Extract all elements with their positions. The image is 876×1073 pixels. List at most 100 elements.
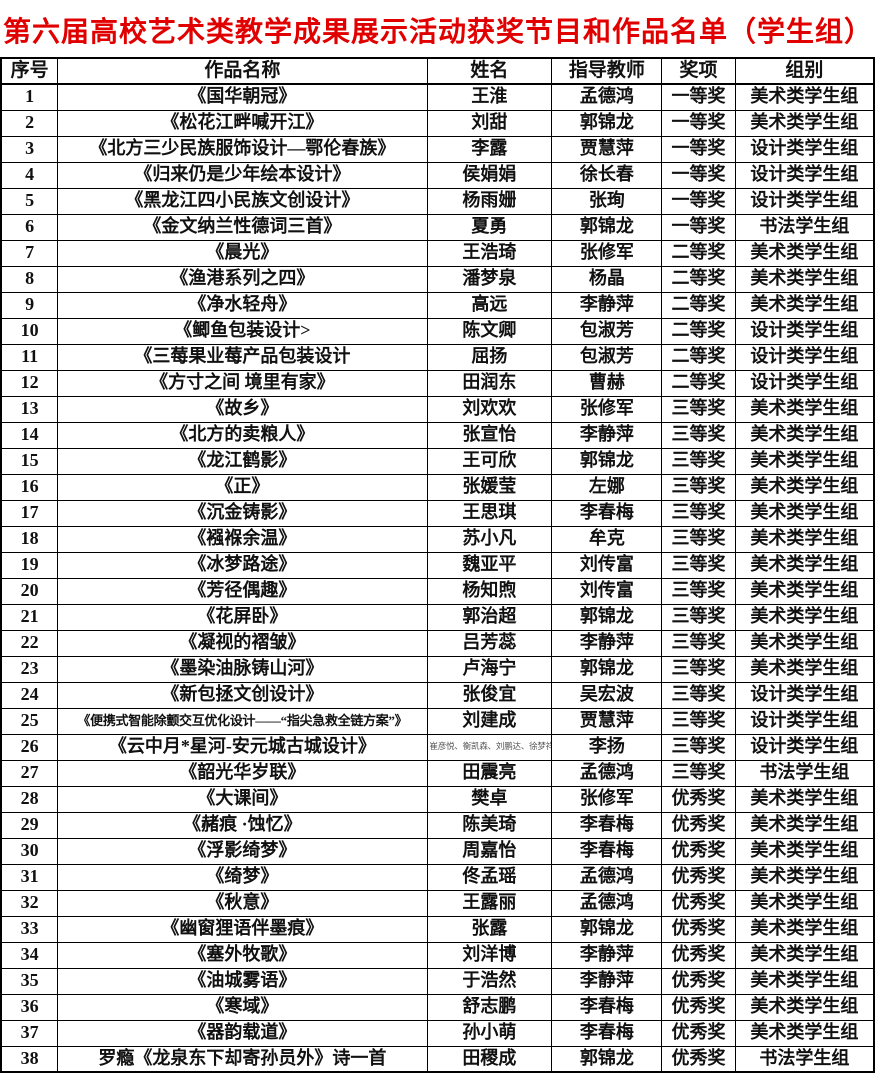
cell-teacher: 孟德鸿 <box>551 889 663 917</box>
cell-no: 9 <box>0 291 59 319</box>
cell-group: 美术类学生组 <box>734 811 875 839</box>
cell-name: 舒志鹏 <box>426 993 553 1021</box>
cell-award: 一等奖 <box>661 187 736 215</box>
cell-group: 美术类学生组 <box>734 291 875 319</box>
cell-award: 一等奖 <box>661 135 736 163</box>
cell-work: 《便携式智能除颤交互优化设计——“指尖急救全链方案”》 <box>57 707 428 735</box>
cell-group: 美术类学生组 <box>734 239 875 267</box>
table-row: 29 《赭痕 ·蚀忆》 陈美琦 李春梅 优秀奖 美术类学生组 <box>0 811 875 839</box>
cell-work: 《寒域》 <box>57 993 428 1021</box>
cell-award: 三等奖 <box>661 395 736 423</box>
cell-work: 《韶光华岁联》 <box>57 759 428 787</box>
cell-teacher: 李静萍 <box>551 421 663 449</box>
cell-no: 31 <box>0 863 59 891</box>
table-row: 32 《秋意》 王露丽 孟德鸿 优秀奖 美术类学生组 <box>0 889 875 917</box>
table-row: 14 《北方的卖粮人》 张宣怡 李静萍 三等奖 美术类学生组 <box>0 421 875 449</box>
cell-name: 杨知煦 <box>426 577 553 605</box>
cell-name: 王露丽 <box>426 889 553 917</box>
cell-award: 优秀奖 <box>661 993 736 1021</box>
cell-no: 24 <box>0 681 59 709</box>
cell-work: 《襁褓余温》 <box>57 525 428 553</box>
cell-teacher: 郭锦龙 <box>551 213 663 241</box>
cell-teacher: 吴宏波 <box>551 681 663 709</box>
cell-award: 优秀奖 <box>661 889 736 917</box>
cell-teacher: 郭锦龙 <box>551 915 663 943</box>
table-row: 20 《芳径偶趣》 杨知煦 刘传富 三等奖 美术类学生组 <box>0 577 875 605</box>
cell-work: 《鲫鱼包装设计> <box>57 317 428 345</box>
cell-award: 二等奖 <box>661 369 736 397</box>
cell-work: 《松花江畔喊开江》 <box>57 109 428 137</box>
column-header-award: 奖项 <box>661 57 736 85</box>
cell-group: 设计类学生组 <box>734 317 875 345</box>
cell-group: 美术类学生组 <box>734 629 875 657</box>
cell-name: 孙小萌 <box>426 1019 553 1047</box>
cell-work: 《赭痕 ·蚀忆》 <box>57 811 428 839</box>
cell-award: 三等奖 <box>661 733 736 761</box>
table-row: 38 罗瘾《龙泉东下却寄孙员外》诗一首 田稷成 郭锦龙 优秀奖 书法学生组 <box>0 1045 875 1073</box>
cell-teacher: 李扬 <box>551 733 663 761</box>
cell-work: 《龙江鹤影》 <box>57 447 428 475</box>
cell-name: 潘梦泉 <box>426 265 553 293</box>
cell-award: 三等奖 <box>661 551 736 579</box>
cell-work: 《渔港系列之四》 <box>57 265 428 293</box>
table-row: 5 《黑龙江四小民族文创设计》 杨雨姗 张珣 一等奖 设计类学生组 <box>0 187 875 215</box>
table-row: 2 《松花江畔喊开江》 刘甜 郭锦龙 一等奖 美术类学生组 <box>0 109 875 137</box>
cell-group: 美术类学生组 <box>734 499 875 527</box>
cell-award: 三等奖 <box>661 499 736 527</box>
cell-award: 优秀奖 <box>661 1045 736 1073</box>
cell-name: 周嘉怡 <box>426 837 553 865</box>
table-row: 28 《大课间》 樊卓 张修军 优秀奖 美术类学生组 <box>0 785 875 813</box>
cell-award: 三等奖 <box>661 421 736 449</box>
cell-teacher: 孟德鸿 <box>551 83 663 111</box>
cell-teacher: 贾慧萍 <box>551 707 663 735</box>
cell-group: 美术类学生组 <box>734 525 875 553</box>
cell-award: 优秀奖 <box>661 915 736 943</box>
cell-work: 《油城雾语》 <box>57 967 428 995</box>
cell-no: 16 <box>0 473 59 501</box>
cell-name: 刘洋博 <box>426 941 553 969</box>
cell-no: 26 <box>0 733 59 761</box>
cell-no: 33 <box>0 915 59 943</box>
cell-award: 二等奖 <box>661 265 736 293</box>
cell-teacher: 左娜 <box>551 473 663 501</box>
cell-award: 优秀奖 <box>661 811 736 839</box>
cell-name: 樊卓 <box>426 785 553 813</box>
cell-teacher: 张修军 <box>551 395 663 423</box>
cell-award: 三等奖 <box>661 525 736 553</box>
cell-group: 美术类学生组 <box>734 577 875 605</box>
cell-award: 一等奖 <box>661 213 736 241</box>
cell-teacher: 张修军 <box>551 239 663 267</box>
cell-group: 美术类学生组 <box>734 395 875 423</box>
cell-group: 美术类学生组 <box>734 1019 875 1047</box>
table-row: 25 《便携式智能除颤交互优化设计——“指尖急救全链方案”》 刘建成 贾慧萍 三等奖 设计… <box>0 707 875 735</box>
cell-name: 张宣怡 <box>426 421 553 449</box>
cell-award: 优秀奖 <box>661 863 736 891</box>
cell-work: 《故乡》 <box>57 395 428 423</box>
cell-no: 10 <box>0 317 59 345</box>
cell-work: 《金文纳兰性德词三首》 <box>57 213 428 241</box>
cell-no: 19 <box>0 551 59 579</box>
cell-work: 《晨光》 <box>57 239 428 267</box>
cell-group: 书法学生组 <box>734 1045 875 1073</box>
cell-name: 苏小凡 <box>426 525 553 553</box>
table-row: 34 《塞外牧歌》 刘洋博 李静萍 优秀奖 美术类学生组 <box>0 941 875 969</box>
cell-group: 美术类学生组 <box>734 83 875 111</box>
cell-group: 美术类学生组 <box>734 941 875 969</box>
cell-award: 三等奖 <box>661 655 736 683</box>
cell-work: 《大课间》 <box>57 785 428 813</box>
cell-work: 《秋意》 <box>57 889 428 917</box>
table-row: 35 《油城雾语》 于浩然 李静萍 优秀奖 美术类学生组 <box>0 967 875 995</box>
cell-award: 一等奖 <box>661 83 736 111</box>
cell-teacher: 包淑芳 <box>551 317 663 345</box>
cell-group: 美术类学生组 <box>734 967 875 995</box>
cell-group: 设计类学生组 <box>734 343 875 371</box>
table-row: 6 《金文纳兰性德词三首》 夏勇 郭锦龙 一等奖 书法学生组 <box>0 213 875 241</box>
cell-work: 《归来仍是少年绘本设计》 <box>57 161 428 189</box>
cell-work: 《黑龙江四小民族文创设计》 <box>57 187 428 215</box>
cell-work: 《北方的卖粮人》 <box>57 421 428 449</box>
page-title: 第六届高校艺术类教学成果展示活动获奖节目和作品名单（学生组） <box>2 17 873 48</box>
cell-group: 书法学生组 <box>734 213 875 241</box>
cell-award: 优秀奖 <box>661 1019 736 1047</box>
cell-no: 21 <box>0 603 59 631</box>
cell-no: 22 <box>0 629 59 657</box>
